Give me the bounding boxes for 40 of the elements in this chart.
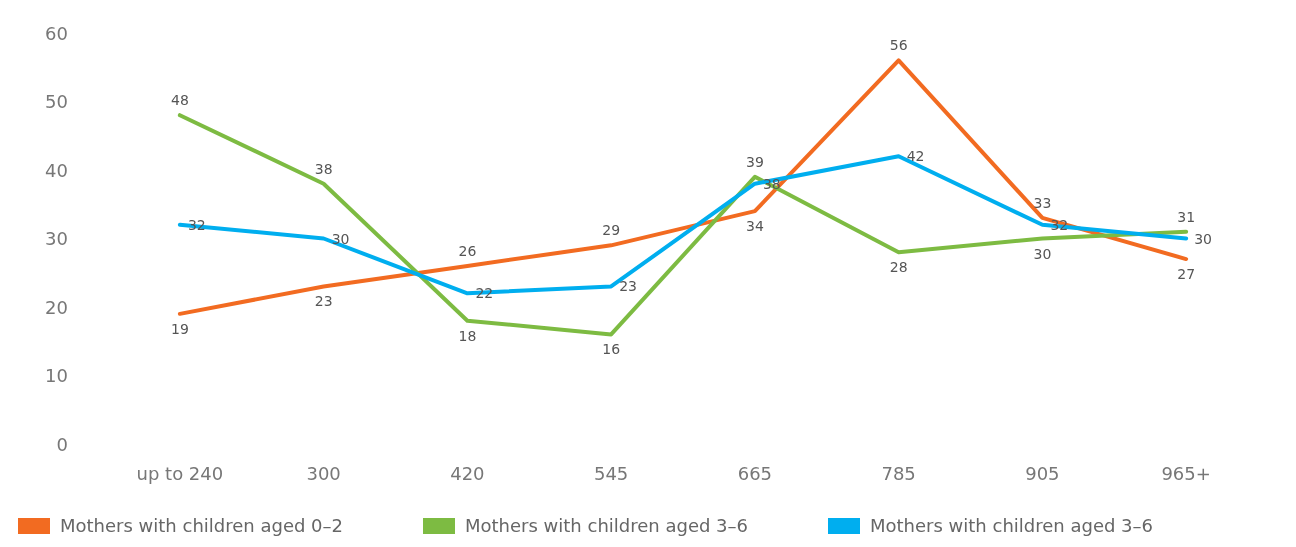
data-label: 23	[314, 293, 333, 310]
data-label: 42	[906, 148, 925, 165]
y-tick-label: 10	[45, 365, 68, 386]
data-label: 33	[1033, 194, 1052, 211]
data-label: 22	[475, 285, 494, 302]
x-tick-label: 300	[306, 462, 341, 484]
x-tick-label: 905	[1025, 462, 1060, 484]
data-label: 48	[170, 92, 189, 109]
legend-label: Mothers with children aged 3–6	[870, 514, 1154, 536]
legend-label: Mothers with children aged 0–2	[60, 514, 344, 536]
data-label: 26	[458, 242, 477, 259]
y-tick-label: 60	[45, 22, 68, 44]
data-label: 30	[1194, 230, 1212, 247]
data-label: 38	[762, 175, 781, 192]
data-label: 34	[745, 218, 764, 235]
data-label: 23	[619, 278, 637, 295]
data-label: 30	[331, 230, 350, 247]
data-label: 28	[889, 259, 908, 276]
x-tick-label: 785	[881, 462, 916, 484]
x-tick-label: 965+	[1161, 462, 1211, 484]
y-tick-label: 50	[45, 91, 68, 112]
data-label: 39	[745, 153, 764, 170]
x-tick-label: up to 240	[136, 462, 224, 484]
y-tick-label: 20	[45, 296, 68, 318]
data-label: 27	[1177, 266, 1196, 283]
data-label: 19	[170, 320, 189, 337]
legend-label: Mothers with children aged 3–6	[465, 514, 749, 536]
y-tick-label: 30	[45, 228, 68, 249]
x-tick-label: 545	[593, 462, 629, 484]
x-tick-label: 420	[450, 462, 485, 484]
data-label: 29	[602, 222, 621, 239]
y-tick-label: 0	[56, 433, 68, 455]
data-label: 30	[1033, 245, 1052, 262]
y-tick-label: 40	[45, 159, 68, 181]
data-label: 56	[889, 37, 908, 54]
data-label: 38	[314, 160, 333, 177]
x-tick-label: 665	[737, 462, 773, 484]
data-label: 16	[602, 341, 621, 358]
data-label: 18	[458, 327, 477, 344]
data-label: 31	[1177, 208, 1196, 225]
